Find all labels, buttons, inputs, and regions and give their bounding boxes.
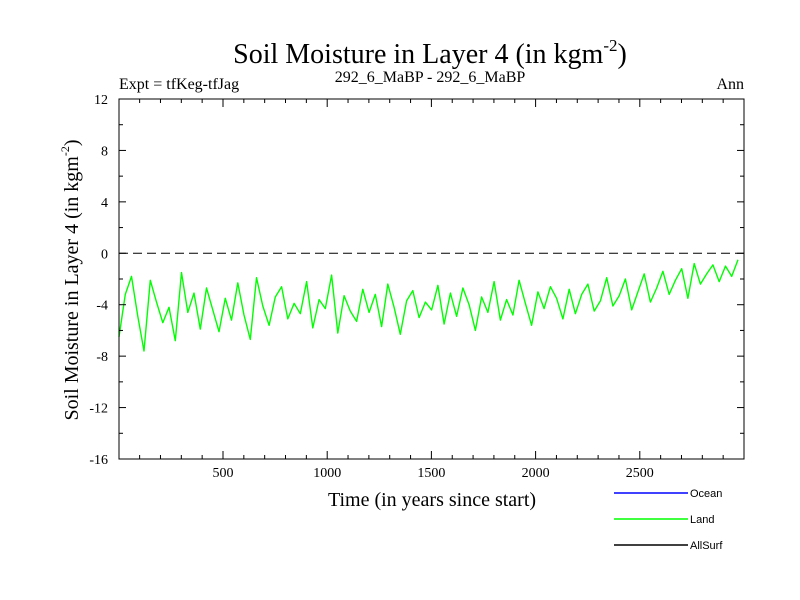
x-tick-label: 2500 bbox=[626, 466, 654, 481]
y-tick-label: -16 bbox=[89, 453, 108, 468]
y-tick-label: 4 bbox=[101, 196, 108, 211]
y-tick-label: -12 bbox=[89, 402, 108, 417]
subtitle-left: Expt = tfKeg-tfJag bbox=[119, 76, 239, 93]
x-tick-label: 1500 bbox=[417, 466, 445, 481]
x-tick-label: 1000 bbox=[313, 466, 341, 481]
subtitle-center: 292_6_MaBP - 292_6_MaBP bbox=[335, 69, 526, 86]
y-tick-label: -4 bbox=[96, 299, 108, 314]
plot-area bbox=[118, 98, 745, 460]
x-axis-label: Time (in years since start) bbox=[328, 489, 536, 511]
chart-title-suffix: ) bbox=[618, 39, 627, 70]
y-axis-label: Soil Moisture in Layer 4 (in kgm-2) bbox=[58, 139, 83, 420]
x-tick-label: 2000 bbox=[522, 466, 550, 481]
y-tick-label: 0 bbox=[101, 247, 108, 262]
chart-title: Soil Moisture in Layer 4 (in kgm-2) bbox=[233, 36, 627, 70]
x-tick-label: 500 bbox=[212, 466, 233, 481]
series-line-land bbox=[118, 259, 739, 352]
y-tick-label: -8 bbox=[96, 350, 108, 365]
y-axis: -16 -12 -8 -4 0 4 8 12 bbox=[89, 93, 744, 468]
legend-label-allsurf: AllSurf bbox=[690, 540, 723, 552]
chart-title-superscript: -2 bbox=[603, 36, 617, 55]
legend: Ocean Land AllSurf bbox=[614, 488, 723, 552]
legend-label-ocean: Ocean bbox=[690, 488, 722, 500]
plot-frame bbox=[118, 98, 745, 460]
y-axis-label-suffix: ) bbox=[61, 139, 83, 146]
x-axis: 500 1000 1500 2000 2500 bbox=[139, 99, 724, 481]
y-tick-label: 12 bbox=[94, 93, 108, 108]
legend-label-land: Land bbox=[690, 514, 714, 526]
y-axis-label-superscript: -2 bbox=[58, 146, 72, 156]
y-tick-label: 8 bbox=[101, 144, 108, 159]
subtitle-right: Ann bbox=[716, 76, 744, 93]
